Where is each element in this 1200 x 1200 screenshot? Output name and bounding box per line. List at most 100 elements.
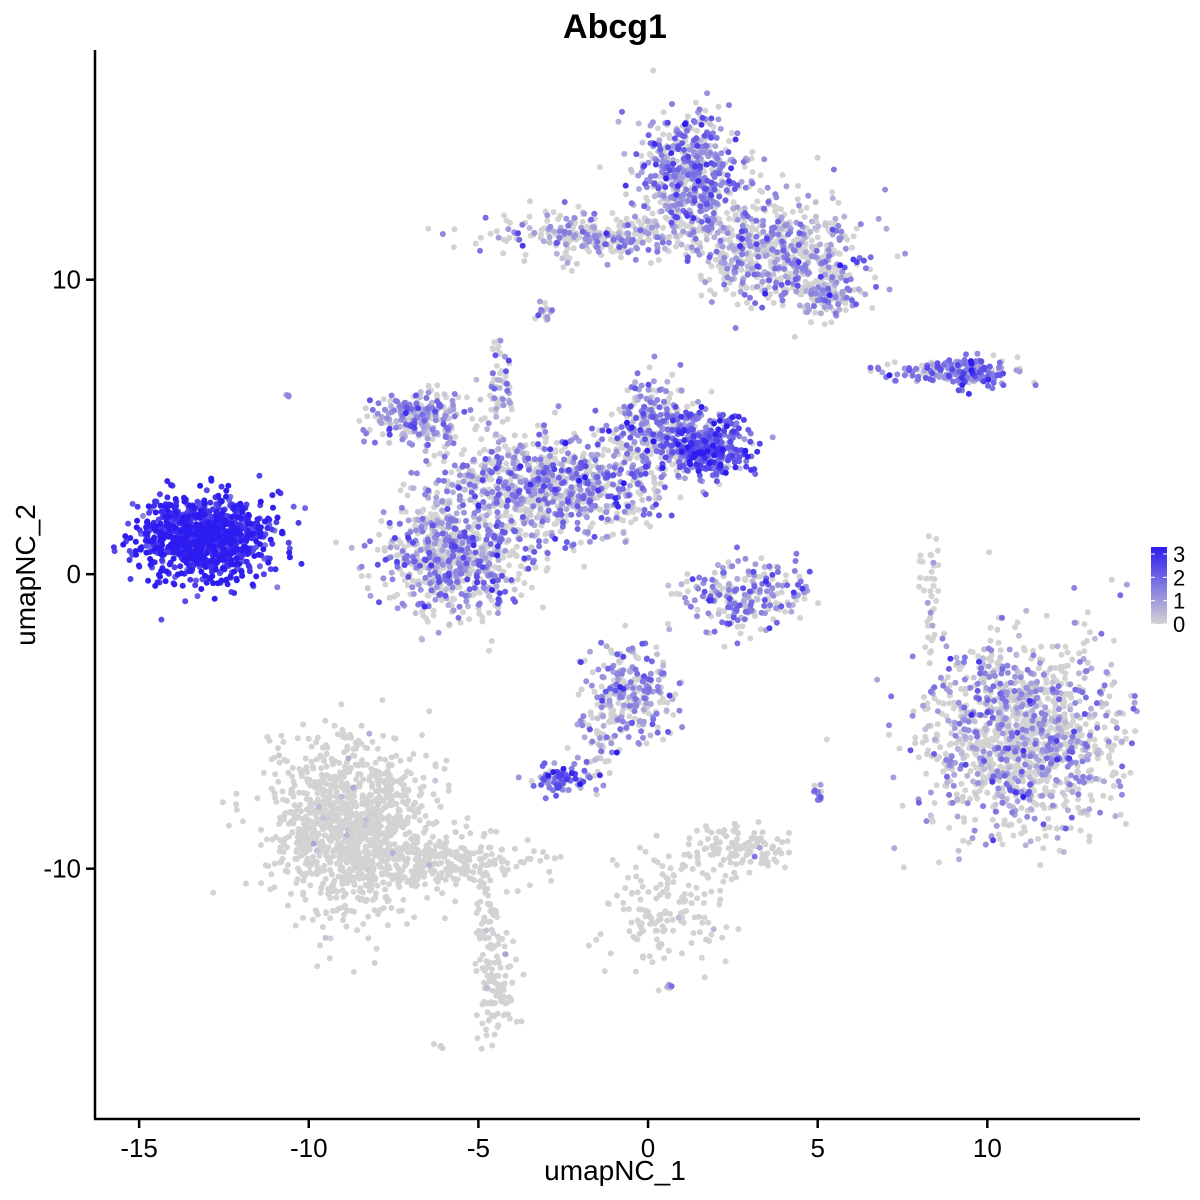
cell-point <box>917 552 924 559</box>
cell-point <box>294 876 301 883</box>
cell-point <box>374 882 381 889</box>
cell-point <box>484 900 491 907</box>
cell-point <box>493 992 500 999</box>
cell-point <box>636 930 643 937</box>
cell-point <box>296 868 303 875</box>
cell-point <box>420 829 427 836</box>
cell-point <box>664 876 671 883</box>
cell-point <box>593 727 600 734</box>
cell-point <box>503 217 510 224</box>
cell-point <box>304 855 311 862</box>
cell-point <box>289 819 296 826</box>
cell-point <box>411 813 418 820</box>
cell-point <box>708 388 715 395</box>
cell-point <box>500 1012 507 1019</box>
cell-point <box>438 597 445 604</box>
cell-point <box>738 266 745 273</box>
cell-point <box>483 1032 490 1039</box>
cell-point <box>480 833 487 840</box>
cell-point <box>694 849 701 856</box>
cell-point <box>365 935 372 942</box>
cell-point <box>946 824 953 831</box>
cell-point <box>342 809 349 816</box>
cell-point <box>386 594 393 601</box>
cell-point <box>739 623 746 630</box>
cell-point <box>1001 817 1008 824</box>
cell-point <box>717 839 723 846</box>
cell-point <box>551 855 558 862</box>
cell-point <box>486 647 493 654</box>
cell-point <box>694 827 700 834</box>
cell-point <box>723 833 730 840</box>
cell-point <box>262 862 269 869</box>
cell-point <box>671 872 678 879</box>
cell-point <box>749 169 756 176</box>
cell-point <box>313 847 320 854</box>
cell-point <box>382 756 389 763</box>
cell-point <box>609 210 616 216</box>
cell-point <box>544 555 551 562</box>
cell-point <box>636 906 643 913</box>
cell-point <box>609 856 616 863</box>
cell-point <box>300 889 306 896</box>
cell-point <box>340 917 346 924</box>
cell-point <box>378 796 385 803</box>
cell-point <box>657 881 664 888</box>
cell-point <box>657 480 664 487</box>
cell-point <box>701 914 708 921</box>
cell-point <box>502 1000 509 1007</box>
cell-point <box>380 732 387 739</box>
cell-point <box>728 876 735 883</box>
cell-point <box>548 877 555 884</box>
cell-point <box>279 788 286 795</box>
cell-point <box>284 844 291 851</box>
cell-point <box>427 867 434 874</box>
cell-point <box>1088 797 1095 804</box>
cell-point <box>308 743 315 750</box>
cell-point <box>285 769 292 776</box>
cell-point <box>656 912 663 919</box>
cell-point <box>670 927 677 934</box>
cell-point <box>443 834 450 841</box>
cell-point <box>692 99 699 106</box>
cell-point <box>322 934 329 941</box>
cell-point <box>662 214 669 221</box>
cell-point <box>607 950 614 957</box>
cell-point <box>1081 648 1088 655</box>
cell-point <box>466 616 473 623</box>
cell-point <box>996 835 1003 842</box>
cell-point <box>782 608 789 615</box>
cell-point <box>411 914 418 921</box>
cell-point <box>407 770 414 777</box>
cell-point <box>899 802 906 809</box>
cell-point <box>315 830 322 837</box>
cell-point <box>404 492 411 499</box>
cell-point <box>372 894 379 901</box>
cell-point <box>331 722 338 729</box>
cell-point <box>1005 822 1012 829</box>
cell-point <box>347 844 354 851</box>
cell-point <box>770 271 777 278</box>
cell-point <box>917 574 924 581</box>
cell-point <box>356 829 363 836</box>
cell-point <box>961 818 968 825</box>
cell-point <box>329 757 336 764</box>
cell-point <box>313 756 320 763</box>
cell-point <box>304 776 311 783</box>
cell-point <box>773 859 780 865</box>
cell-point <box>698 292 705 299</box>
cell-point <box>378 518 385 524</box>
cell-point <box>457 619 464 626</box>
cell-point <box>426 708 433 715</box>
cell-point <box>362 822 369 829</box>
cell-point <box>808 237 815 244</box>
cell-point <box>694 859 701 866</box>
cell-point <box>1081 675 1088 681</box>
cell-point <box>482 889 489 896</box>
cell-point <box>410 751 417 757</box>
cell-point <box>439 1045 446 1052</box>
cell-point <box>487 918 494 925</box>
cell-point <box>723 209 730 216</box>
cell-point <box>579 218 586 225</box>
cell-point <box>657 199 664 205</box>
